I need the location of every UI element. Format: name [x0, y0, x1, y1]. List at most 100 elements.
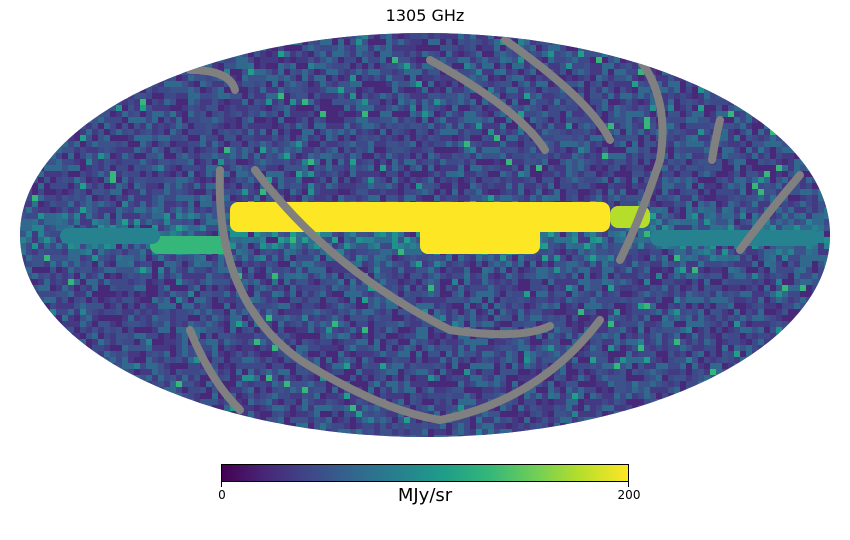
sky-pixel	[794, 195, 800, 201]
sky-pixel	[308, 63, 314, 69]
sky-pixel	[626, 57, 632, 63]
sky-pixel	[542, 111, 548, 117]
sky-pixel	[326, 273, 332, 279]
sky-pixel	[290, 153, 296, 159]
sky-pixel	[146, 201, 152, 207]
sky-pixel	[536, 111, 542, 117]
sky-pixel	[680, 261, 686, 267]
sky-pixel	[524, 267, 530, 273]
sky-pixel	[182, 93, 188, 99]
sky-pixel	[368, 267, 374, 273]
sky-pixel	[362, 171, 368, 177]
sky-pixel	[272, 243, 278, 249]
sky-pixel	[662, 75, 668, 81]
sky-pixel	[446, 165, 452, 171]
sky-pixel	[98, 195, 104, 201]
sky-pixel	[50, 237, 56, 243]
sky-pixel	[314, 165, 320, 171]
sky-pixel	[446, 105, 452, 111]
sky-pixel	[242, 105, 248, 111]
sky-pixel	[356, 81, 362, 87]
sky-pixel	[728, 117, 734, 123]
sky-pixel	[626, 117, 632, 123]
sky-pixel	[482, 267, 488, 273]
sky-pixel	[188, 99, 194, 105]
sky-pixel	[680, 183, 686, 189]
sky-pixel	[458, 141, 464, 147]
sky-pixel	[776, 213, 782, 219]
sky-pixel	[440, 111, 446, 117]
sky-pixel	[506, 153, 512, 159]
sky-pixel	[680, 219, 686, 225]
sky-pixel	[722, 153, 728, 159]
sky-pixel	[392, 249, 398, 255]
sky-pixel	[116, 123, 122, 129]
sky-pixel	[338, 63, 344, 69]
sky-pixel	[458, 129, 464, 135]
sky-pixel	[572, 129, 578, 135]
sky-pixel	[488, 129, 494, 135]
sky-pixel	[410, 195, 416, 201]
sky-pixel	[74, 207, 80, 213]
sky-pixel	[380, 135, 386, 141]
sky-pixel	[248, 177, 254, 183]
sky-pixel	[284, 231, 290, 237]
sky-pixel	[542, 123, 548, 129]
sky-pixel	[542, 195, 548, 201]
sky-pixel	[344, 291, 350, 297]
sky-pixel	[206, 177, 212, 183]
sky-pixel	[728, 279, 734, 285]
sky-pixel	[668, 111, 674, 117]
sky-pixel	[686, 153, 692, 159]
sky-pixel	[458, 195, 464, 201]
sky-pixel	[566, 63, 572, 69]
sky-pixel	[620, 63, 626, 69]
sky-pixel	[104, 183, 110, 189]
sky-pixel	[704, 189, 710, 195]
sky-pixel	[782, 273, 788, 279]
sky-pixel	[44, 267, 50, 273]
sky-pixel	[824, 195, 830, 201]
sky-pixel	[206, 261, 212, 267]
sky-pixel	[152, 105, 158, 111]
sky-pixel	[350, 237, 356, 243]
sky-pixel	[650, 255, 656, 261]
sky-pixel	[74, 153, 80, 159]
sky-pixel	[326, 237, 332, 243]
sky-pixel	[482, 189, 488, 195]
sky-pixel	[680, 279, 686, 285]
sky-pixel	[152, 177, 158, 183]
sky-pixel	[602, 261, 608, 267]
sky-pixel	[314, 195, 320, 201]
sky-pixel	[428, 39, 434, 45]
sky-pixel	[698, 279, 704, 285]
sky-pixel	[194, 225, 200, 231]
sky-pixel	[620, 81, 626, 87]
sky-pixel	[170, 141, 176, 147]
sky-pixel	[608, 123, 614, 129]
sky-pixel	[704, 111, 710, 117]
sky-pixel	[740, 279, 746, 285]
sky-pixel	[746, 111, 752, 117]
sky-pixel	[434, 195, 440, 201]
sky-pixel	[50, 225, 56, 231]
sky-pixel	[602, 189, 608, 195]
sky-pixel	[254, 81, 260, 87]
sky-pixel	[554, 51, 560, 57]
sky-pixel	[560, 45, 566, 51]
sky-pixel	[170, 81, 176, 87]
sky-pixel	[740, 207, 746, 213]
sky-pixel	[782, 219, 788, 225]
sky-pixel	[248, 129, 254, 135]
sky-pixel	[812, 285, 818, 291]
sky-pixel	[680, 273, 686, 279]
sky-pixel	[554, 129, 560, 135]
sky-pixel	[506, 99, 512, 105]
sky-pixel	[272, 159, 278, 165]
sky-pixel	[626, 81, 632, 87]
sky-pixel	[236, 147, 242, 153]
sky-pixel	[32, 201, 38, 207]
sky-pixel	[770, 219, 776, 225]
sky-pixel	[464, 279, 470, 285]
sky-pixel	[764, 279, 770, 285]
